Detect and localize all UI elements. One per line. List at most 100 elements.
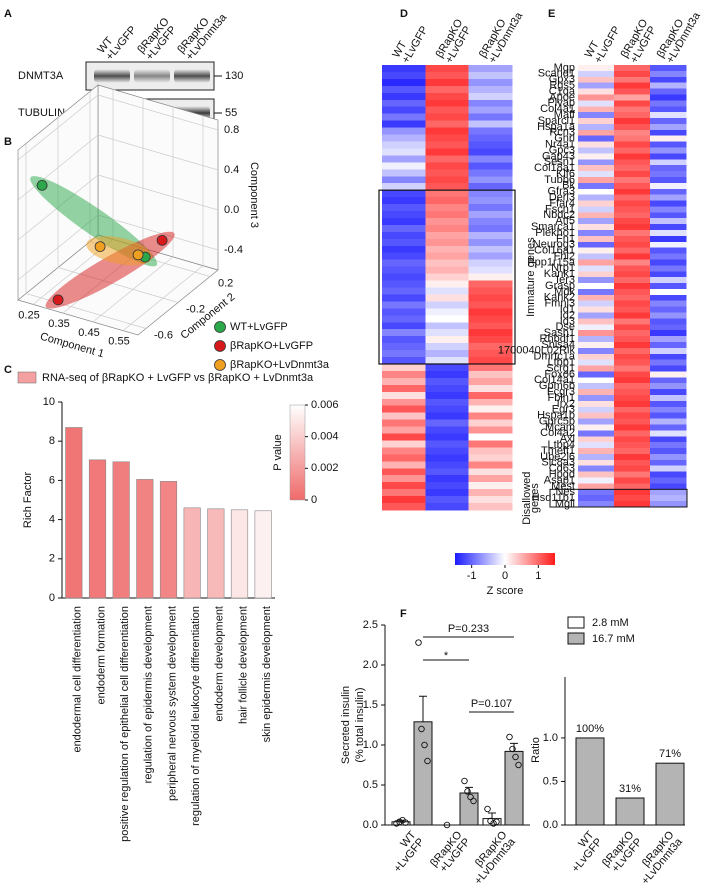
gene-label: Gpm6b — [539, 380, 575, 392]
heatmap-cell — [425, 211, 469, 219]
heatmap-cell — [425, 280, 469, 288]
heatmap-cell — [468, 447, 513, 455]
heatmap-cell — [614, 371, 651, 378]
heatmap-cell — [650, 406, 687, 414]
heatmap-cell — [578, 135, 615, 142]
heatmap-cell — [468, 71, 513, 80]
heatmap-cell — [425, 127, 469, 135]
data-point — [506, 733, 513, 741]
heatmap-cell — [578, 501, 615, 508]
colorbar-tick-label: 0 — [502, 570, 508, 582]
gene-label: Id1 — [560, 303, 575, 315]
heatmap-cell — [468, 217, 513, 226]
point — [132, 249, 144, 261]
y-tick-label: 6 — [49, 474, 55, 486]
heatmap-cell — [382, 211, 426, 219]
x-tick-label: 0.25 — [18, 309, 39, 321]
heatmap-cell — [425, 322, 469, 330]
error-bar — [419, 695, 427, 722]
heatmap-cell — [578, 141, 615, 148]
heatmap-cell — [650, 318, 687, 325]
y-tick-label: 0.2 — [218, 277, 233, 289]
gene-label: Col4a1 — [540, 103, 575, 115]
heatmap-cell — [468, 155, 513, 163]
heatmap-cell — [578, 412, 615, 419]
gene-label: Fmnl3 — [544, 298, 575, 310]
heatmap-cell — [468, 106, 513, 114]
grid-line — [97, 94, 219, 131]
heatmap-cell — [650, 123, 687, 131]
heatmap-cell — [382, 155, 426, 163]
heatmap-cell — [468, 391, 513, 400]
heatmap-cell — [650, 165, 687, 172]
heatmap-cell — [382, 357, 426, 365]
heatmap-cell — [578, 294, 615, 302]
heatmap-cell — [578, 359, 615, 366]
gene-label: Axl — [560, 433, 575, 445]
heatmap-cell — [578, 471, 615, 478]
heatmap-cell — [425, 92, 469, 101]
heatmap-cell — [614, 112, 651, 119]
gene-label: Ppp1r15a — [527, 256, 576, 268]
z-axis-label: Component 3 — [248, 162, 260, 228]
y-axis-label: Secreted insulin — [340, 686, 352, 764]
gene-label: Col4a2 — [540, 427, 575, 439]
value-label: 31% — [619, 783, 641, 795]
gene-label: Nbdc2 — [543, 209, 575, 221]
gene-label: Dse — [555, 321, 575, 333]
heatmap-cell — [425, 259, 469, 267]
heatmap-cell — [382, 363, 426, 372]
z-tick-label: 0.4 — [224, 164, 239, 176]
annotation: * — [444, 650, 449, 662]
heatmap-cell — [650, 389, 687, 396]
heatmap-cell — [614, 306, 651, 313]
x-tick-label: endoderm formation — [95, 606, 107, 704]
data-point — [421, 741, 428, 749]
heatmap-cell — [578, 418, 615, 425]
heatmap-cell — [382, 377, 426, 386]
heatmap-cell — [382, 370, 426, 379]
y-tick-label: -0.6 — [154, 329, 173, 341]
y-axis-label: (% total insulin) — [354, 687, 366, 762]
heatmap-cell — [425, 419, 469, 427]
legend-label: βRapKO+LvDnmt3a — [230, 359, 330, 371]
heatmap-cell — [614, 182, 651, 190]
heatmap-cell — [468, 169, 513, 177]
heatmap-cell — [650, 453, 687, 461]
grid-line — [57, 267, 179, 303]
heatmap-cell — [614, 318, 651, 325]
blot-band — [94, 69, 130, 83]
heatmap-cell — [578, 265, 615, 272]
gene-label: Fcgr3 — [547, 386, 575, 398]
heatmap-cell — [650, 477, 687, 484]
heatmap-cell — [382, 468, 426, 476]
value-label: 71% — [659, 748, 681, 760]
heatmap-cell — [468, 503, 513, 511]
heatmap-cell — [578, 106, 615, 113]
heatmap-cell — [382, 496, 426, 504]
heatmap-cell — [578, 477, 615, 484]
heatmap-cell — [614, 218, 651, 225]
heatmap-cell — [425, 287, 469, 295]
heatmap-cell — [650, 424, 687, 431]
heatmap-cell — [425, 294, 469, 302]
y-tick-label: 4 — [49, 514, 55, 526]
gene-label: Col14a1 — [534, 374, 575, 386]
bar — [230, 509, 249, 599]
heatmap-cell — [578, 253, 615, 260]
heatmap-cell — [382, 350, 426, 358]
heatmap-cell — [650, 76, 687, 83]
heatmap-cell — [614, 288, 651, 296]
heatmap-cell — [425, 447, 469, 455]
heatmap-cell — [650, 288, 687, 296]
y-tick-label: -0.2 — [186, 303, 205, 315]
heatmap-cell — [614, 206, 651, 213]
heatmap-cell — [425, 65, 469, 73]
heatmap-cell — [650, 442, 687, 449]
heatmap-cell — [578, 495, 615, 502]
heatmap-cell — [614, 406, 651, 414]
heatmap-cell — [382, 134, 426, 142]
heatmap-cell — [382, 204, 426, 212]
colorbar-tick-label: 0.004 — [311, 431, 339, 443]
bar — [183, 507, 201, 599]
